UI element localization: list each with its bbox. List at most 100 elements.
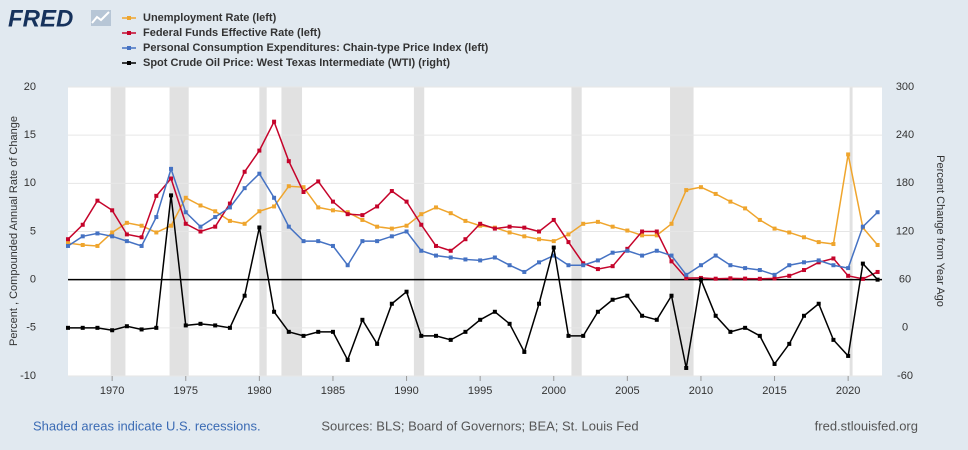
legend-label: Federal Funds Effective Rate (left) xyxy=(143,27,321,39)
x-tick-label: 1980 xyxy=(247,385,271,397)
point xyxy=(213,323,218,328)
legend: Unemployment Rate (left) Federal Funds Ef… xyxy=(122,12,489,69)
point xyxy=(139,235,144,240)
point xyxy=(242,293,247,298)
point xyxy=(419,333,424,338)
url: fred.stlouisfed.org xyxy=(815,418,918,433)
point xyxy=(463,237,468,242)
point xyxy=(286,184,291,189)
point xyxy=(286,159,291,164)
point xyxy=(124,324,129,329)
point xyxy=(566,232,571,237)
point xyxy=(713,191,718,196)
point xyxy=(272,204,277,209)
point xyxy=(669,259,674,264)
point xyxy=(389,234,394,239)
point xyxy=(316,179,321,184)
point xyxy=(801,260,806,265)
point xyxy=(227,201,232,206)
point xyxy=(389,189,394,194)
point xyxy=(183,323,188,328)
x-tick-label: 1975 xyxy=(174,385,198,397)
point xyxy=(330,199,335,204)
y-tick-label: 0 xyxy=(30,274,36,286)
point xyxy=(316,239,321,244)
y2-tick-label: 240 xyxy=(896,129,914,141)
y-tick-label: 10 xyxy=(24,177,36,189)
point xyxy=(743,266,748,271)
legend-marker xyxy=(127,31,131,35)
point xyxy=(272,195,277,200)
point xyxy=(566,263,571,268)
point xyxy=(772,361,777,366)
point xyxy=(242,186,247,191)
point xyxy=(183,221,188,226)
point xyxy=(345,263,350,268)
point xyxy=(728,263,733,268)
x-tick-label: 2005 xyxy=(615,385,639,397)
point xyxy=(389,301,394,306)
point xyxy=(551,245,556,250)
point xyxy=(124,232,129,237)
point xyxy=(875,210,880,215)
point xyxy=(492,226,497,231)
point xyxy=(640,313,645,318)
point xyxy=(330,243,335,248)
point xyxy=(551,253,556,258)
point xyxy=(581,333,586,338)
point xyxy=(625,248,630,253)
recession-note: Shaded areas indicate U.S. recessions. xyxy=(33,418,261,433)
point xyxy=(698,277,703,282)
point xyxy=(198,224,203,229)
point xyxy=(257,225,262,230)
point xyxy=(95,231,100,236)
y2-tick-label: 0 xyxy=(902,322,908,334)
point xyxy=(551,239,556,244)
point xyxy=(478,317,483,322)
point xyxy=(492,255,497,260)
point xyxy=(595,309,600,314)
point xyxy=(640,229,645,234)
point xyxy=(816,240,821,245)
y2-axis-title: Percent Change from Year Ago xyxy=(934,155,946,307)
y-tick-label: 20 xyxy=(24,81,36,93)
point xyxy=(772,276,777,281)
series-line xyxy=(67,166,879,276)
point xyxy=(860,224,865,229)
point xyxy=(463,257,468,262)
point xyxy=(537,229,542,234)
point xyxy=(448,248,453,253)
logo-icon xyxy=(91,10,111,26)
point xyxy=(80,234,85,239)
point xyxy=(669,221,674,226)
y2-tick-label: 180 xyxy=(896,177,914,189)
point xyxy=(80,222,85,227)
point xyxy=(227,218,232,223)
series-line xyxy=(68,195,879,369)
point xyxy=(566,333,571,338)
point xyxy=(581,263,586,268)
point xyxy=(389,226,394,231)
x-tick-label: 1995 xyxy=(468,385,492,397)
point xyxy=(875,269,880,274)
point xyxy=(213,209,218,214)
point xyxy=(610,250,615,255)
point xyxy=(183,210,188,215)
point xyxy=(713,276,718,281)
point xyxy=(713,313,718,318)
point xyxy=(66,243,70,248)
logo: FRED xyxy=(8,5,73,32)
point xyxy=(698,263,703,268)
point xyxy=(404,199,409,204)
point xyxy=(169,166,174,171)
point xyxy=(360,217,365,222)
y-tick-label: 15 xyxy=(24,129,36,141)
point xyxy=(154,230,159,235)
point xyxy=(669,253,674,258)
point xyxy=(183,195,188,200)
point xyxy=(316,205,321,210)
point xyxy=(875,277,880,282)
point xyxy=(654,229,659,234)
point xyxy=(684,276,689,281)
